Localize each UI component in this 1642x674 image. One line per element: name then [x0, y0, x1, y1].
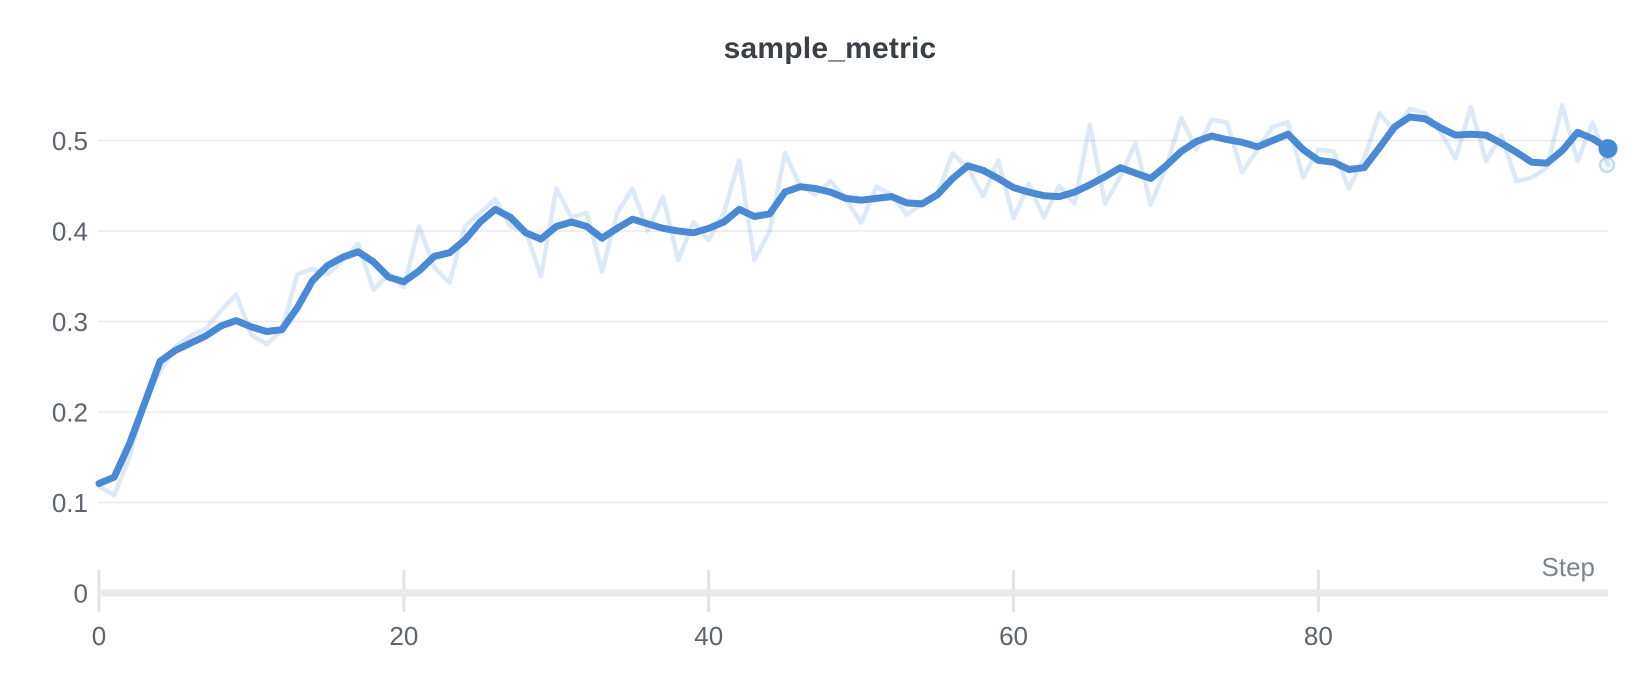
- x-tick-label: 80: [1304, 621, 1333, 651]
- y-tick-label: 0: [74, 579, 88, 609]
- y-tick-label: 0.1: [52, 488, 88, 518]
- smoothed-last-point-marker[interactable]: [1598, 139, 1618, 159]
- raw-series-line: [96, 102, 1611, 498]
- x-tick-label: 0: [92, 621, 106, 651]
- x-tick-label: 60: [999, 621, 1028, 651]
- smoothed-series-line: [95, 113, 1612, 487]
- y-tick-label: 0.2: [52, 398, 88, 428]
- chart-title: sample_metric: [723, 32, 937, 65]
- y-tick-label: 0.5: [52, 126, 88, 156]
- x-axis-bar: [99, 589, 1608, 597]
- y-tick-label: 0.3: [52, 307, 88, 337]
- x-tick-label: 40: [694, 621, 723, 651]
- raw-last-point-marker: [1598, 156, 1616, 174]
- x-tick-label: 20: [389, 621, 418, 651]
- x-axis-label: Step: [1541, 552, 1596, 582]
- y-tick-label: 0.4: [52, 217, 88, 247]
